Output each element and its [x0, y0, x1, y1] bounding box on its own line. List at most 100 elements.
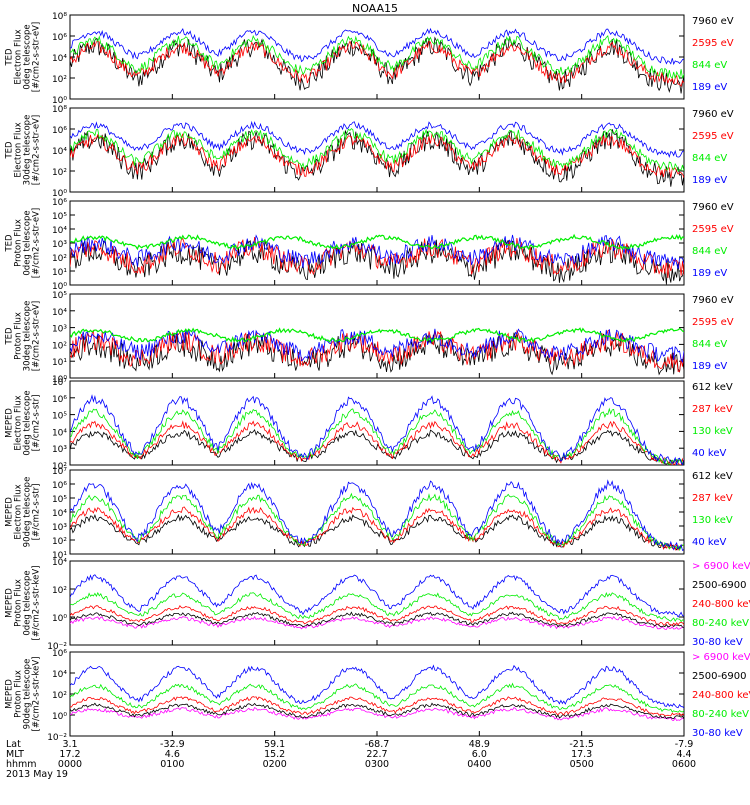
y-tick-label: 10⁴	[52, 670, 67, 680]
legend-entry: 2595 eV	[692, 317, 734, 328]
y-tick-label: 10⁴	[52, 308, 67, 318]
legend-entry: 2595 eV	[692, 131, 734, 142]
y-tick-label: 10²	[52, 691, 67, 701]
y-axis-label-line: [#/cm2-s-str]	[32, 395, 42, 452]
legend-entry: 7960 eV	[692, 202, 734, 213]
x-tick-label: 0100	[160, 759, 184, 770]
legend-entry: 189 eV	[692, 175, 727, 186]
y-tick-label: 10⁶	[52, 481, 67, 491]
legend-entry: 80-240 keV	[692, 618, 749, 629]
legend-entry: 130 keV	[692, 426, 733, 437]
y-tick-label: 10⁵	[52, 291, 67, 301]
legend-entry: 7960 eV	[692, 295, 734, 306]
trace-7960-ev	[70, 36, 684, 93]
trace-40-kev	[70, 481, 684, 551]
legend-entry: 7960 eV	[692, 16, 734, 27]
legend-entry: 240-800 keV	[692, 690, 750, 701]
y-tick-label: 10²	[52, 75, 67, 85]
y-tick-label: 10¹	[52, 358, 67, 368]
legend-entry: 287 keV	[692, 493, 733, 504]
y-tick-label: 10⁰	[52, 712, 67, 722]
y-tick-label: 10⁴	[52, 558, 67, 568]
y-axis-label-line: [#/cm2-s-str-eV]	[32, 301, 42, 371]
y-tick-label: 10⁷	[52, 378, 67, 388]
y-tick-label: 10⁸	[52, 105, 67, 115]
legend-entry: 612 keV	[692, 382, 733, 393]
x-tick-label: 0400	[467, 759, 491, 770]
legend-entry: 130 keV	[692, 515, 733, 526]
y-axis-label-line: [#/cm2-s-str-eV]	[32, 208, 42, 278]
y-tick-label: 10⁶	[52, 126, 67, 136]
y-tick-label: 10⁴	[52, 509, 67, 519]
legend-entry: 240-800 keV	[692, 599, 750, 610]
y-tick-label: 10²	[52, 168, 67, 178]
legend-entry: 844 eV	[692, 60, 727, 71]
legend-entry: > 6900 keV	[692, 561, 750, 572]
legend-entry: 844 eV	[692, 339, 727, 350]
x-tick-label: 0200	[263, 759, 287, 770]
legend-entry: 40 keV	[692, 537, 726, 548]
traces	[70, 396, 684, 465]
y-tick-label: 10³	[52, 523, 67, 533]
trace-612-kev	[70, 515, 684, 550]
traces	[70, 122, 684, 187]
x-tick-label: 0500	[570, 759, 594, 770]
legend-entry: 30-80 keV	[692, 728, 743, 739]
y-tick-label: 10³	[52, 445, 67, 455]
y-tick-label: 10⁷	[52, 467, 67, 477]
trace-30-80-kev	[70, 575, 684, 617]
traces	[70, 575, 684, 630]
traces	[70, 29, 684, 94]
legend-entry: 287 keV	[692, 404, 733, 415]
y-axis-label-line: [#/cm2-s-str-keV]	[32, 566, 42, 641]
y-tick-label: 10⁵	[52, 495, 67, 505]
x-row-label: 2013 May 19	[6, 769, 68, 780]
legend-entry: 2595 eV	[692, 38, 734, 49]
trace-2500-6900-kev	[70, 703, 684, 719]
y-tick-label: 10²	[52, 254, 67, 264]
y-tick-label: 10⁰	[52, 614, 67, 624]
y-tick-label: 10⁶	[52, 649, 67, 659]
trace-30-80-kev	[70, 666, 684, 708]
legend-entry: 844 eV	[692, 246, 727, 257]
traces	[70, 666, 684, 721]
trace-7960-ev	[70, 129, 684, 187]
traces	[70, 235, 684, 284]
trace-80-240-kev	[70, 684, 684, 713]
legend-entry: 189 eV	[692, 361, 727, 372]
traces	[70, 328, 684, 374]
legend-entry: 2500-6900	[692, 580, 747, 591]
y-tick-label: 10²	[52, 586, 67, 596]
y-axis-label-line: [#/cm2-s-str-eV]	[32, 22, 42, 92]
y-tick-label: 10³	[52, 240, 67, 250]
y-tick-label: 10⁶	[52, 33, 67, 43]
y-tick-label: 10⁵	[52, 212, 67, 222]
y-tick-label: 10⁴	[52, 226, 67, 236]
traces	[70, 481, 684, 551]
y-tick-label: 10⁵	[52, 412, 67, 422]
y-tick-label: 10⁴	[52, 54, 67, 64]
y-axis-label-line: [#/cm2-s-str]	[32, 484, 42, 541]
y-tick-label: 10³	[52, 325, 67, 335]
y-tick-label: 10⁴	[52, 428, 67, 438]
y-tick-label: 10⁶	[52, 198, 67, 208]
legend-entry: 2595 eV	[692, 224, 734, 235]
legend-entry: 844 eV	[692, 153, 727, 164]
y-tick-label: 10¹	[52, 268, 67, 278]
y-tick-label: 10²	[52, 537, 67, 547]
legend-entry: 7960 eV	[692, 109, 734, 120]
legend-entry: 80-240 keV	[692, 709, 749, 720]
